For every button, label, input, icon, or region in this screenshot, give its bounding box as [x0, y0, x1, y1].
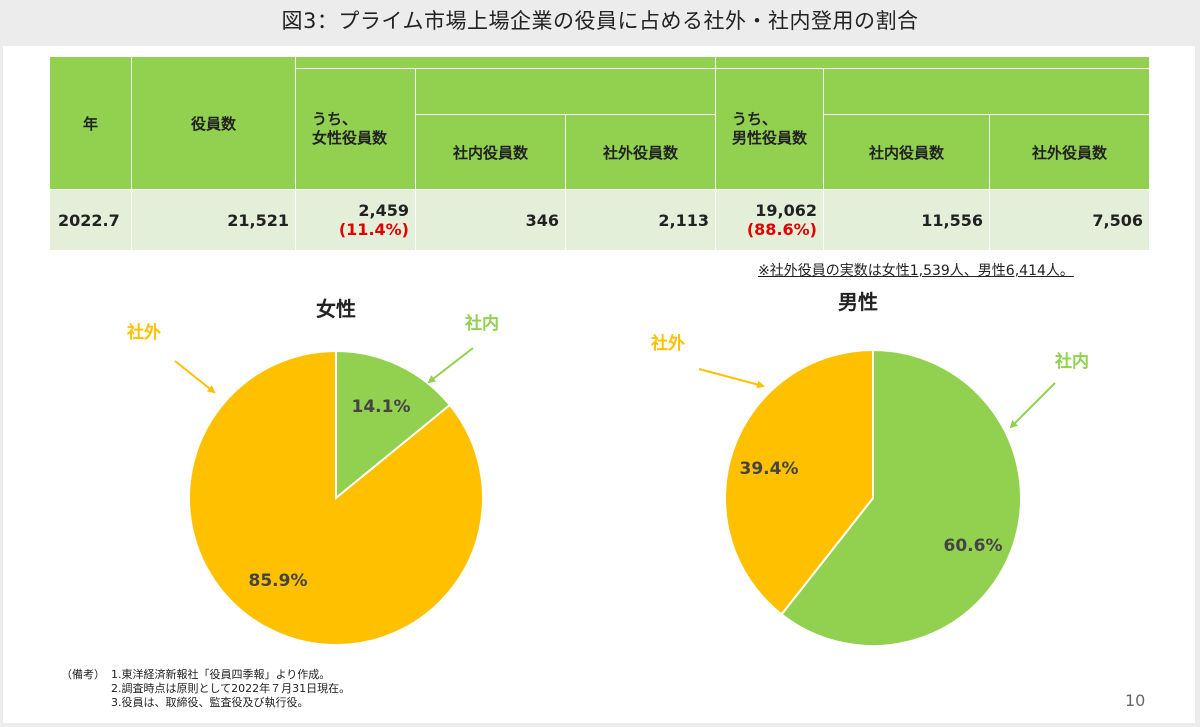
male-chart-title: 男性 — [838, 290, 878, 314]
female-inside-legend-label: 社内 — [464, 313, 499, 334]
female-outside-legend-label: 社外 — [126, 322, 161, 343]
footnote-line: 2.調査時点は原則として2022年７月31日現在。 — [111, 682, 351, 695]
header-female-band — [296, 57, 716, 69]
cell-female-inside: 346 — [416, 190, 566, 250]
female-outside-percent-label: 85.9% — [249, 571, 308, 591]
male-inside-slice — [780, 348, 1023, 647]
female-outside-slice — [188, 349, 484, 646]
page-number: 10 — [1125, 691, 1146, 710]
female-inside-percent-label: 14.1% — [352, 397, 411, 417]
male-percent: (88.6%) — [746, 220, 817, 239]
male-outside-percent-label: 39.4% — [740, 459, 799, 479]
header-female-inside: 社内役員数 — [416, 115, 566, 190]
cell-female-total: 2,459 (11.4%) — [296, 190, 416, 250]
header-male-group — [824, 69, 1150, 115]
page-title: 図3：プライム市場上場企業の役員に占める社外・社内登用の割合 — [281, 9, 919, 33]
male-inside-legend-label: 社内 — [1054, 351, 1089, 372]
male-outside-slice — [724, 348, 874, 616]
header-female-total: うち、 女性役員数 — [296, 69, 416, 190]
footnote: （備考） 1.東洋経済新報社「役員四季報」より作成。 2.調査時点は原則として20… — [61, 668, 350, 710]
cell-male-outside: 7,506 — [990, 190, 1150, 250]
header-officers: 役員数 — [132, 57, 296, 190]
header-male-total: うち、 男性役員数 — [716, 69, 824, 190]
female-inside-arrow — [427, 347, 474, 384]
header-year: 年 — [50, 57, 132, 190]
female-chart-title: 女性 — [316, 297, 356, 321]
male-inside-arrow — [1009, 382, 1056, 429]
cell-male-total: 19,062 (88.6%) — [716, 190, 824, 250]
header-female-outside: 社外役員数 — [566, 115, 716, 190]
header-male-band — [716, 57, 1150, 69]
slide: 年 役員数 うち、 女性役員数 社内役員数 社外役員数 うち、 男性役員数 社内役員… — [3, 46, 1195, 723]
header-female-group — [416, 69, 716, 115]
male-outside-legend-label: 社外 — [650, 333, 685, 354]
cell-year: 2022.7 — [50, 190, 132, 250]
header-male-outside: 社外役員数 — [990, 115, 1150, 190]
header-male-inside: 社内役員数 — [824, 115, 990, 190]
female-inside-slice — [335, 349, 452, 501]
pie-charts: 女性 14.1% 85.9% 社外 社内 男性 60.6% 39.4% 社外 社… — [126, 290, 1089, 647]
footnote-line: 1.東洋経済新報社「役員四季報」より作成。 — [111, 668, 331, 681]
cell-female-outside: 2,113 — [566, 190, 716, 250]
footnote-line: 3.役員は、取締役、監査役及び執行役。 — [111, 696, 309, 709]
cell-male-inside: 11,556 — [824, 190, 990, 250]
male-inside-percent-label: 60.6% — [944, 536, 1003, 556]
male-outside-arrow — [698, 368, 765, 389]
female-percent: (11.4%) — [338, 220, 409, 239]
female-outside-arrow — [174, 360, 216, 394]
cell-officers: 21,521 — [132, 190, 296, 250]
officer-table: 年 役員数 うち、 女性役員数 社内役員数 社外役員数 うち、 男性役員数 社内役員… — [50, 57, 1150, 250]
table-note: ※社外役員の実数は女性1,539人、男性6,414人。 — [758, 263, 1074, 279]
footnote-key: （備考） — [61, 668, 105, 681]
